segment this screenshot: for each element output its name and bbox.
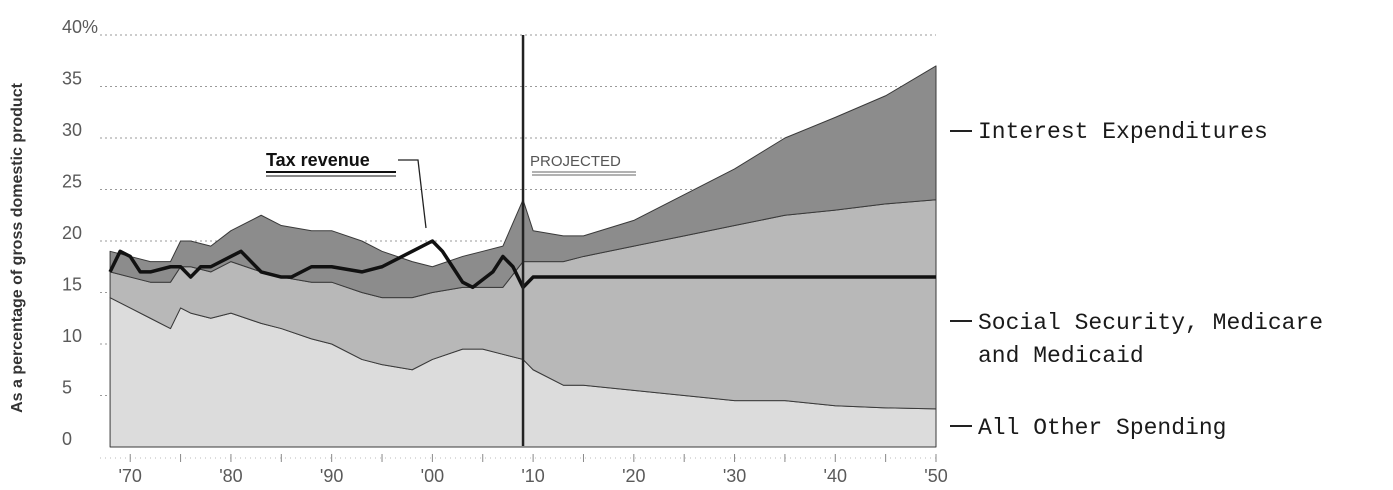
legend-interest-expenditures: Interest Expenditures	[950, 119, 1268, 145]
tax-revenue-annotation: Tax revenue	[266, 150, 427, 229]
x-tick-label: '70	[118, 466, 141, 486]
tax-revenue-leader	[398, 159, 427, 229]
legend-label: All Other Spending	[978, 415, 1226, 441]
tax-revenue-label: Tax revenue	[266, 150, 370, 170]
legend-all-other-spending: All Other Spending	[950, 415, 1226, 441]
x-tick-label: '90	[320, 466, 343, 486]
y-tick-label: 35	[62, 69, 82, 89]
y-tick-label: 30	[62, 120, 82, 140]
legend-label-line1: Social Security, Medicare	[978, 310, 1323, 336]
y-axis: 40% 35 30 25 20 15 10 5 0	[62, 17, 98, 449]
projected-annotation: PROJECTED	[530, 153, 636, 176]
y-tick-label: 25	[62, 172, 82, 192]
x-axis: '70 '80 '90 '00 '10 '20 '30 '40 '50	[100, 454, 948, 486]
y-tick-label: 15	[62, 275, 82, 295]
x-tick-label: '10	[521, 466, 544, 486]
x-tick-label: '00	[421, 466, 444, 486]
legend-social-security: Social Security, Medicare and Medicaid	[950, 310, 1323, 369]
y-tick-label: 10	[62, 326, 82, 346]
x-tick-label: '30	[723, 466, 746, 486]
y-tick-label: 5	[62, 378, 72, 398]
line-tax-revenue	[108, 239, 936, 290]
x-tick-label: '50	[924, 466, 947, 486]
x-tick-label: '20	[622, 466, 645, 486]
y-axis-label: As a percentage of gross domestic produc…	[9, 82, 26, 413]
legend-label: Interest Expenditures	[978, 119, 1268, 145]
projected-label: PROJECTED	[530, 153, 621, 170]
data-lines	[108, 239, 936, 290]
x-tick-label: '40	[824, 466, 847, 486]
y-tick-label: 40%	[62, 17, 98, 37]
legend: Interest Expenditures Social Security, M…	[950, 119, 1323, 441]
y-tick-label: 0	[62, 429, 72, 449]
x-tick-label: '80	[219, 466, 242, 486]
y-tick-label: 20	[62, 223, 82, 243]
legend-label-line2: and Medicaid	[978, 343, 1144, 369]
